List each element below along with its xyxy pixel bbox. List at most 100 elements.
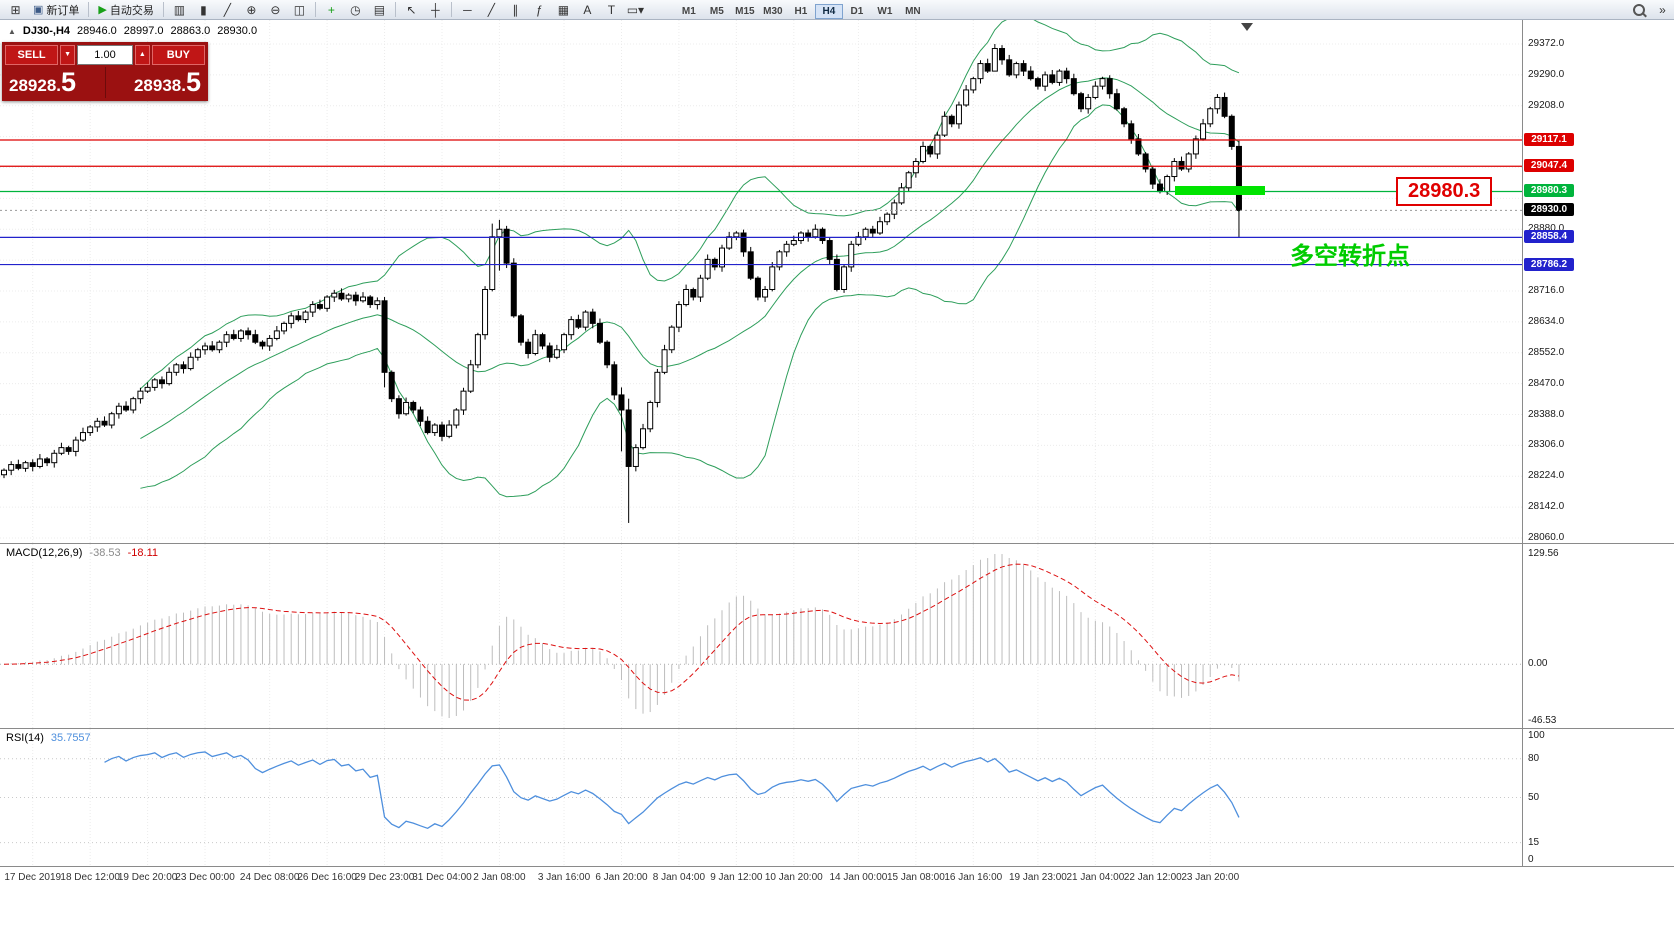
trendline-tool-icon[interactable]: ╱ (487, 2, 495, 17)
price-scale[interactable]: 29372.0 29290.0 29208.0 28880.0 28716.0 28634… (1522, 20, 1674, 543)
price-chart[interactable] (0, 20, 1522, 543)
toolbar: ⊞ ▣ 新订单 ▶ 自动交易 ▥ ▮ ╱ ⊕ ⊖ ◫ + ◷ ▤ ↖ ┼ ─ ╱… (0, 0, 1674, 20)
price-label-28980.3: 28980.3 (1524, 184, 1574, 198)
bar-chart-icon[interactable]: ▥ (173, 2, 186, 17)
rsi-scale-label: 0 (1528, 854, 1534, 865)
symbol-close: 28930.0 (217, 25, 258, 37)
volume-increase-button[interactable]: ▲ (135, 45, 150, 65)
panel-separator[interactable] (0, 543, 1674, 544)
time-axis-label: 24 Dec 08:00 (239, 872, 300, 883)
toolbar-separator (162, 2, 164, 17)
price-label-28786.2: 28786.2 (1524, 257, 1574, 271)
buy-button[interactable]: BUY (151, 45, 205, 65)
rsi-scale-label: 50 (1528, 791, 1540, 803)
rsi-name: RSI(14) (6, 732, 44, 744)
label-tool-icon[interactable]: T (607, 2, 616, 17)
one-click-collapse-icon[interactable]: ▲ (8, 26, 16, 36)
tf-button-mn[interactable]: MN (905, 5, 921, 17)
sell-price[interactable]: 28928.5 (9, 67, 76, 98)
volume-decrease-button[interactable]: ▼ (60, 45, 75, 65)
new-chart-icon[interactable]: ⊞ (10, 2, 21, 17)
shapes-tool-icon[interactable]: ▭ ▾ (624, 1, 647, 18)
tf-button-w1[interactable]: W1 (877, 5, 893, 17)
candles (1, 44, 1242, 523)
zoom-out-icon[interactable]: ⊖ (270, 2, 281, 17)
price-tick: 28388.0 (1528, 408, 1565, 420)
time-axis-label: 16 Jan 16:00 (944, 872, 1003, 883)
grid-icon[interactable]: ▦ (557, 2, 570, 17)
macd-label: MACD(12,26,9) -38.53 -18.11 (6, 547, 158, 559)
text-tool-icon[interactable]: A (583, 2, 592, 17)
tf-button-h1[interactable]: H1 (794, 5, 808, 17)
tf-button-m30[interactable]: M30 (763, 5, 783, 17)
panel-separator (0, 866, 1674, 867)
highlight-bar[interactable] (1175, 186, 1265, 196)
horizontal-line-tool-icon[interactable]: ─ (463, 2, 472, 17)
tf-button-m15[interactable]: M15 (735, 5, 755, 17)
line-chart-icon[interactable]: ╱ (223, 2, 231, 17)
time-axis-label: 31 Dec 04:00 (412, 872, 472, 883)
rsi-scale-label: 15 (1528, 836, 1540, 848)
rsi-scale[interactable]: 100 80 50 15 0 (1522, 729, 1674, 866)
price-tick: 28142.0 (1528, 501, 1565, 513)
new-order-button[interactable]: ▣ 新订单 (28, 1, 84, 18)
price-callout[interactable]: 28980.3 (1396, 177, 1493, 207)
add-indicator-icon[interactable]: + (327, 2, 335, 17)
rsi-panel[interactable] (0, 729, 1522, 866)
channel-tool-icon[interactable]: ∥ (512, 2, 519, 17)
macd-name: MACD(12,26,9) (6, 547, 83, 559)
price-tick: 28224.0 (1528, 470, 1565, 482)
volume-input[interactable] (77, 45, 133, 65)
macd-scale[interactable]: 129.56 0.00 -46.53 (1522, 544, 1674, 728)
sell-button[interactable]: SELL (5, 45, 59, 65)
time-axis-label: 6 Jan 20:00 (595, 872, 648, 883)
time-axis-label: 17 Dec 2019 (4, 872, 62, 883)
rsi-svg (0, 729, 1522, 866)
price-tick: 28880.0 (1528, 223, 1565, 235)
tf-button-h4[interactable]: H4 (814, 3, 843, 19)
turning-point-annotation[interactable]: 多空转折点 (1290, 243, 1410, 270)
price-tick: 29208.0 (1528, 99, 1565, 111)
price-label-29117.1: 29117.1 (1524, 132, 1574, 146)
zoom-in-icon[interactable]: ⊕ (246, 2, 257, 17)
tf-button-m1[interactable]: M1 (681, 5, 696, 17)
autotrading-label: 自动交易 (109, 4, 154, 17)
templates-icon[interactable]: ▤ (373, 2, 386, 17)
buy-price-prefix: 28938. (133, 76, 186, 95)
time-axis-label: 14 Jan 00:00 (829, 872, 888, 883)
rsi-scale-label: 80 (1528, 752, 1540, 764)
magnifier-glyph (1632, 3, 1645, 16)
price-tick: 28634.0 (1528, 315, 1565, 327)
candlestick-chart-icon[interactable]: ▮ (200, 2, 207, 17)
cursor-icon[interactable]: ↖ (406, 2, 417, 17)
macd-scale-label: 129.56 (1528, 548, 1559, 559)
fibonacci-tool-icon[interactable]: ƒ (536, 2, 543, 17)
panels-icon[interactable]: » (1659, 2, 1666, 17)
tf-button-d1[interactable]: D1 (850, 5, 864, 17)
buy-price[interactable]: 28938.5 (134, 67, 201, 98)
crosshair-icon[interactable]: ┼ (431, 2, 440, 17)
macd-histogram (10, 554, 1240, 718)
autotrading-button[interactable]: ▶ 自动交易 (93, 1, 158, 18)
periods-icon[interactable]: ◷ (350, 2, 361, 17)
buy-price-big-digit: 5 (185, 67, 201, 97)
rsi-label: RSI(14) 35.7557 (6, 732, 91, 744)
macd-signal-value: -18.11 (127, 547, 158, 559)
symbol-info: ▲ DJ30-,H4 28946.0 28997.0 28863.0 28930… (8, 25, 257, 37)
sell-price-big-digit: 5 (61, 67, 77, 97)
trade-panel-controls: SELL ▼ ▲ BUY (5, 45, 205, 65)
macd-panel[interactable] (0, 544, 1522, 728)
time-axis-label: 18 Dec 12:00 (60, 872, 120, 883)
chevron-down-icon: ▾ (638, 2, 645, 17)
tf-button-m5[interactable]: M5 (709, 5, 724, 17)
time-axis-label: 29 Dec 23:00 (354, 872, 415, 883)
panel-separator[interactable] (0, 728, 1674, 729)
macd-svg (0, 544, 1522, 728)
time-axis[interactable]: 17 Dec 2019 18 Dec 12:00 19 Dec 20:00 23 De… (0, 867, 1674, 888)
trade-panel-prices: 28928.5 28938.5 (5, 65, 205, 98)
rsi-scale-label: 100 (1528, 730, 1545, 741)
price-tick: 29372.0 (1528, 38, 1565, 49)
timeframe-group: M1 M5 M15 M30 H1 H4 D1 W1 MN (675, 1, 927, 19)
search-icon[interactable] (1627, 1, 1650, 18)
tile-windows-icon[interactable]: ◫ (293, 2, 306, 17)
